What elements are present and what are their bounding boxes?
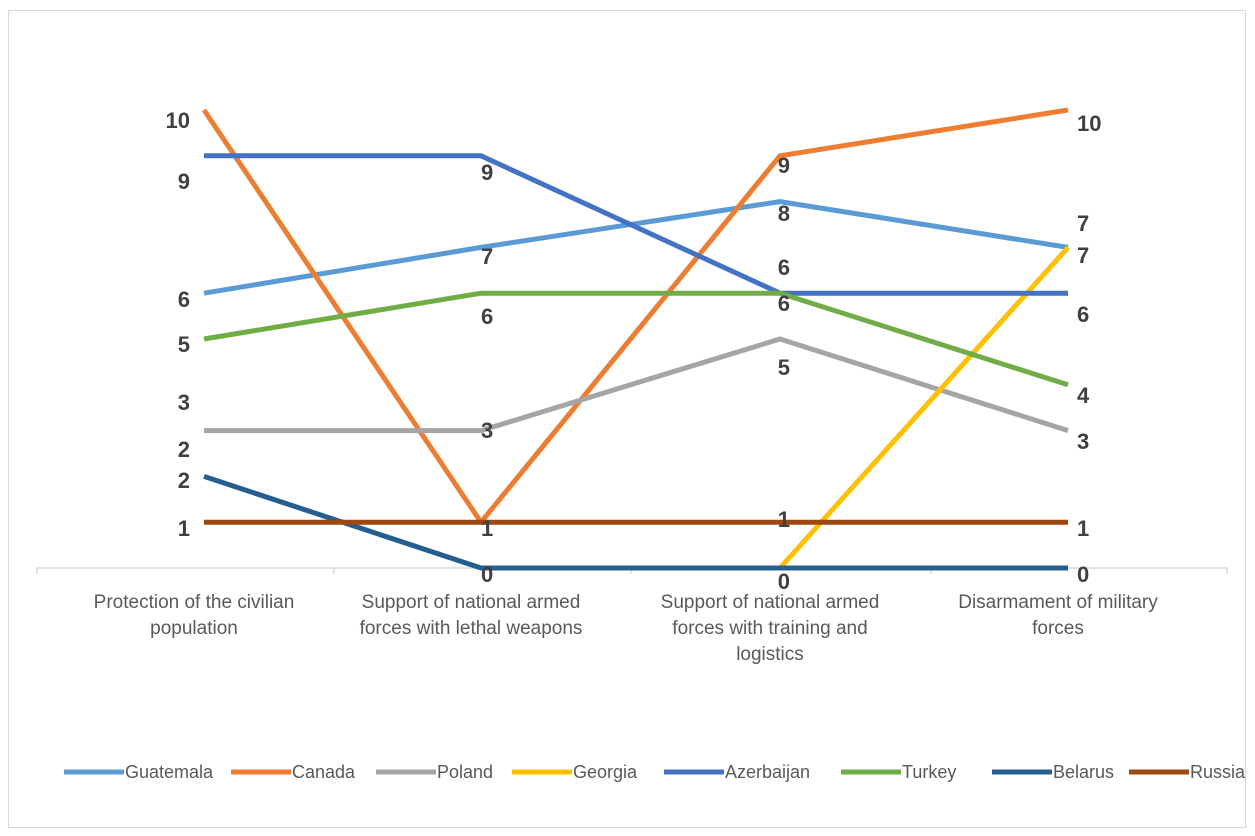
- series-line-poland: [204, 336, 1069, 434]
- data-label: 7: [1077, 211, 1089, 236]
- data-label: 0: [778, 569, 790, 594]
- category-label: Disarmament of military forces: [958, 592, 1158, 639]
- series-lines: [201, 107, 1070, 571]
- category-label: Protection of the civilian population: [94, 592, 295, 639]
- legend-label-azerbaijan: Azerbaijan: [725, 762, 810, 782]
- data-label: 5: [178, 332, 190, 357]
- category-label: Support of national armed forces with let…: [360, 592, 583, 639]
- category-label: Support of national armed forces with tra…: [661, 592, 880, 665]
- data-label: 6: [481, 304, 493, 329]
- data-label: 10: [166, 108, 190, 133]
- data-label: 7: [481, 244, 493, 269]
- data-label: 3: [481, 418, 493, 443]
- data-label: 3: [1077, 429, 1089, 454]
- legend-label-georgia: Georgia: [573, 762, 638, 782]
- chart-frame: 10 9 6 5 3 2 2 1 9 7 6 3 1 0 9 8 6 6 5 1 0 10 7 7 6 4 3 1 0 Protecti…: [8, 10, 1246, 828]
- data-label: 3: [178, 390, 190, 415]
- data-label: 9: [481, 160, 493, 185]
- legend-label-canada: Canada: [292, 762, 356, 782]
- data-label: 5: [778, 355, 790, 380]
- series-line-turkey: [203, 290, 1069, 388]
- legend: Guatemala Canada Poland Georgia Azerbaijan Tu…: [64, 762, 1246, 782]
- legend-label-belarus: Belarus: [1053, 762, 1114, 782]
- data-label: 0: [1077, 562, 1089, 587]
- data-label: 1: [481, 516, 493, 541]
- legend-label-turkey: Turkey: [902, 762, 956, 782]
- series-line-azerbaijan: [204, 153, 1068, 296]
- category-labels: Protection of the civilian population Supp…: [94, 592, 1159, 665]
- series-line-georgia: [778, 245, 1070, 570]
- data-label: 6: [178, 287, 190, 312]
- legend-label-guatemala: Guatemala: [125, 762, 214, 782]
- data-label: 10: [1077, 111, 1101, 136]
- data-label: 2: [178, 437, 190, 462]
- legend-label-russia: Russia: [1190, 762, 1246, 782]
- data-label: 6: [778, 255, 790, 280]
- legend-label-poland: Poland: [437, 762, 493, 782]
- data-label: 6: [778, 291, 790, 316]
- data-label: 9: [778, 153, 790, 178]
- data-label: 6: [1077, 302, 1089, 327]
- data-label: 0: [481, 562, 493, 587]
- data-label: 8: [778, 201, 790, 226]
- data-label: 4: [1077, 383, 1090, 408]
- data-label: 1: [178, 516, 190, 541]
- series-line-guatemala: [203, 199, 1069, 296]
- data-label: 1: [778, 507, 790, 532]
- data-label: 7: [1077, 243, 1089, 268]
- data-label: 2: [178, 468, 190, 493]
- data-label: 9: [178, 169, 190, 194]
- data-label: 1: [1077, 516, 1089, 541]
